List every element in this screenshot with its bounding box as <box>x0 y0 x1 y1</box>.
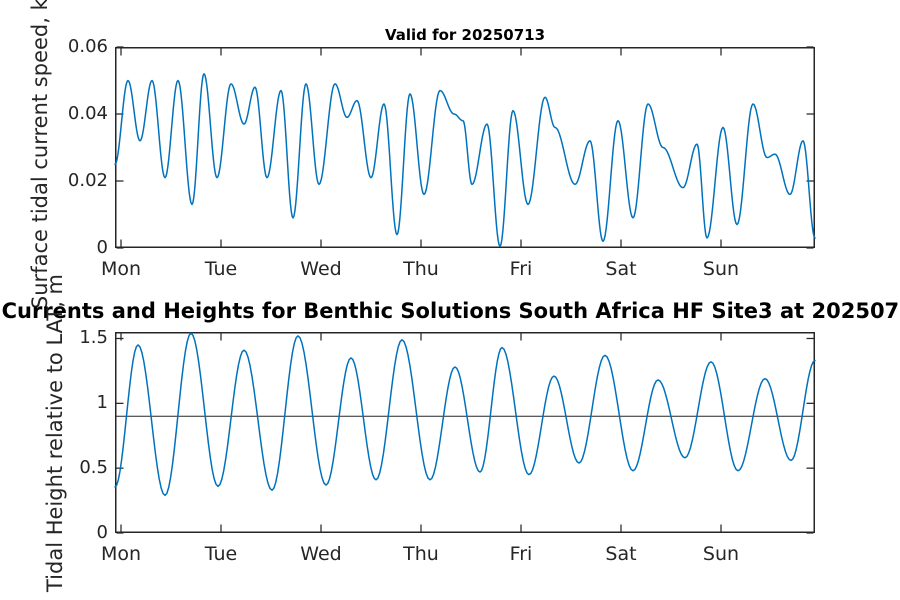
x-tick-label: Mon <box>100 543 142 565</box>
bottom-chart-title: Currents and Heights for Benthic Solutio… <box>1 299 900 323</box>
x-tick-label: Fri <box>509 258 533 280</box>
top-y-axis-label: Surface tidal current speed, kn <box>28 0 52 310</box>
y-tick-label: 0 <box>96 237 108 258</box>
bottom-plot-area <box>114 332 816 534</box>
x-tick-label: Tue <box>204 543 238 565</box>
x-tick-label: Sat <box>605 258 637 280</box>
x-tick-label: Thu <box>403 258 439 280</box>
y-tick-label: 0.06 <box>67 36 108 57</box>
x-tick-label: Wed <box>300 258 342 280</box>
x-tick-label: Wed <box>300 543 342 565</box>
x-tick-label: Sun <box>702 543 740 565</box>
top-plot-area <box>114 46 816 249</box>
x-tick-label: Sun <box>702 258 740 280</box>
x-tick-label: Tue <box>204 258 238 280</box>
x-tick-label: Fri <box>509 543 533 565</box>
x-tick-label: Sat <box>605 543 637 565</box>
y-tick-label: 0.02 <box>67 170 108 191</box>
bottom-y-axis-label: Tidal Height relative to LAT, m <box>43 273 67 593</box>
x-tick-label: Thu <box>403 543 439 565</box>
top-chart-title: Valid for 20250713 <box>384 26 546 44</box>
x-tick-label: Mon <box>100 258 142 280</box>
y-tick-label: 0.04 <box>67 103 108 124</box>
